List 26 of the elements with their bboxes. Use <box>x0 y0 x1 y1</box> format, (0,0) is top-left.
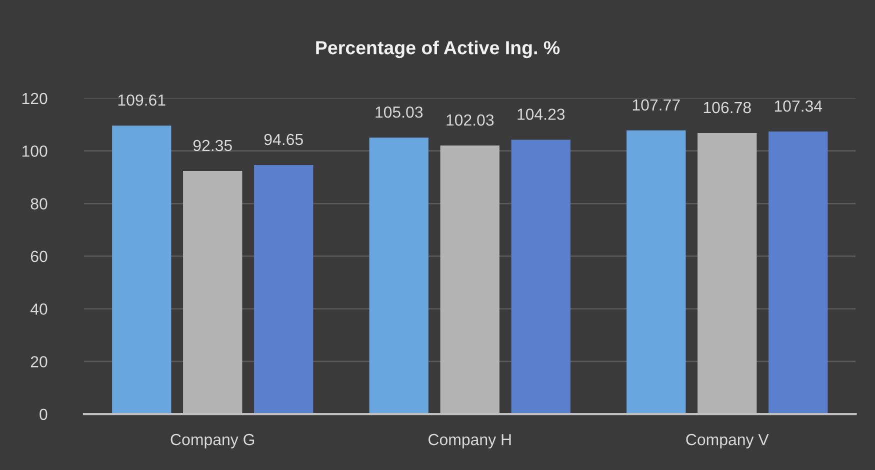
data-label: 107.77 <box>632 99 680 111</box>
y-tick-label: 40 <box>30 303 48 315</box>
data-label: 105.03 <box>376 106 423 118</box>
y-tick-label: 20 <box>30 356 48 368</box>
data-label: 107.34 <box>774 100 822 112</box>
y-tick-label: 80 <box>30 198 48 210</box>
data-label: 102.03 <box>446 114 494 126</box>
bar <box>254 164 314 414</box>
data-label: 94.65 <box>264 134 303 146</box>
bar <box>112 126 172 414</box>
y-tick-label: 120 <box>22 92 48 104</box>
y-tick-label: 60 <box>30 250 48 262</box>
bar <box>511 140 570 414</box>
data-label: 106.78 <box>704 102 751 114</box>
x-tick-label: Company G <box>170 434 254 448</box>
y-tick-label: 0 <box>40 408 48 420</box>
y-tick-label: 100 <box>22 146 48 157</box>
x-tick-label: Company H <box>428 434 511 448</box>
data-label: 109.61 <box>118 94 166 106</box>
bar <box>626 130 686 414</box>
bar <box>768 132 828 414</box>
chart-title: Percentage of Active Ing. % <box>316 40 560 58</box>
data-label: 104.23 <box>518 108 565 120</box>
x-tick-label: Company V <box>686 434 769 448</box>
data-label: 92.35 <box>193 140 232 152</box>
bar <box>369 138 428 414</box>
